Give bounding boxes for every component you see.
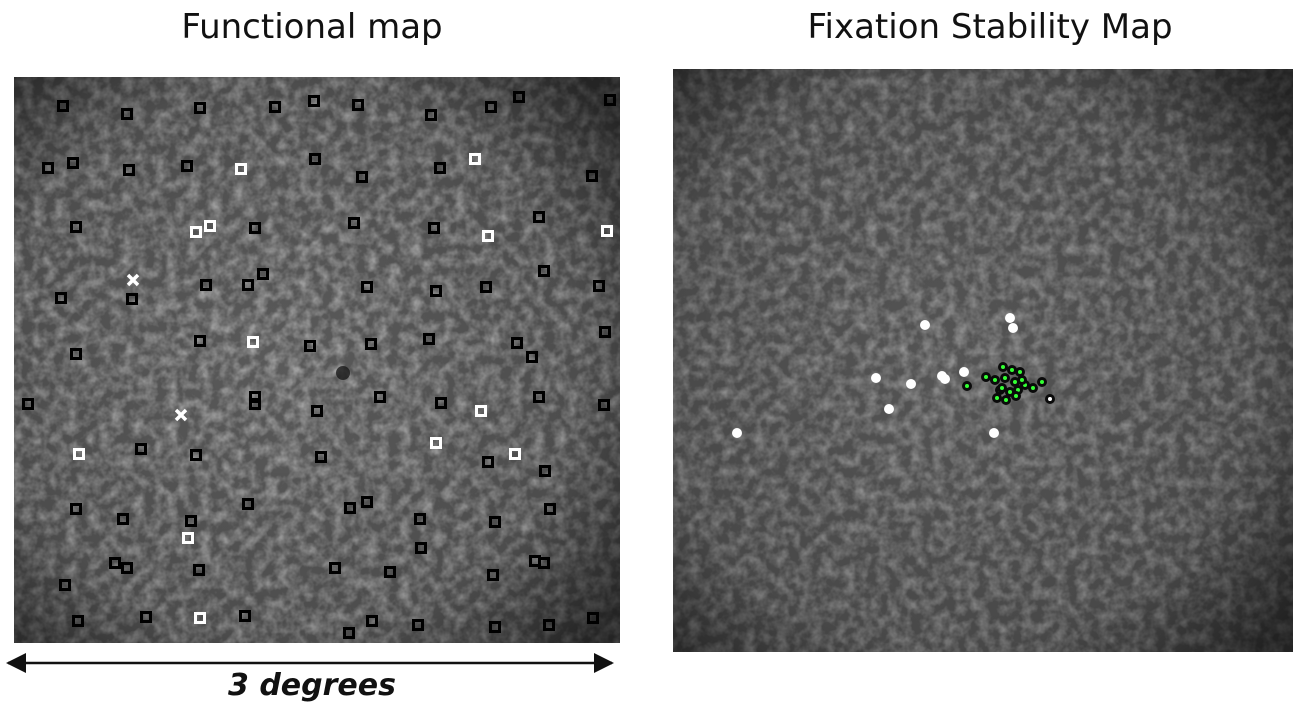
fixation-dot	[884, 404, 894, 414]
fixation-point-center	[993, 378, 997, 382]
fixation-dot	[920, 320, 930, 330]
right-title: Fixation Stability Map	[807, 7, 1172, 47]
fixation-point-center	[1014, 394, 1018, 398]
fixation-point-center	[1008, 390, 1012, 394]
figure: Functional map Fixation Stability Map 3 …	[0, 0, 1294, 702]
fixation-point-center	[984, 375, 988, 379]
right-image	[673, 69, 1293, 652]
fixation-dot	[1005, 313, 1015, 323]
fixation-point-center	[1020, 378, 1024, 382]
fixation-point-center	[1000, 386, 1004, 390]
fixation-dot	[959, 367, 969, 377]
fixation-point-center	[1040, 380, 1044, 384]
fixation-dot	[989, 428, 999, 438]
fixation-point-center	[1031, 386, 1035, 390]
fixation-point-center	[1001, 365, 1005, 369]
scale-label: 3 degrees	[228, 668, 396, 702]
left-title: Functional map	[181, 7, 442, 47]
fixation-dot	[1008, 323, 1018, 333]
fixation-point-center	[1003, 376, 1007, 380]
fixation-dot	[871, 373, 881, 383]
fixation-point-center	[1004, 398, 1008, 402]
fixation-point-center	[1048, 397, 1052, 401]
fixation-point-center	[1018, 370, 1022, 374]
fixation-point-center	[995, 396, 999, 400]
fixation-point-center	[1010, 368, 1014, 372]
fixation-dot	[732, 428, 742, 438]
page: {"left_panel": {"title": "Functional map…	[0, 0, 1294, 702]
fixation-dot	[940, 374, 950, 384]
fixation-point-center	[1013, 380, 1017, 384]
fixation-dot	[906, 379, 916, 389]
fixation-point-center	[965, 384, 969, 388]
